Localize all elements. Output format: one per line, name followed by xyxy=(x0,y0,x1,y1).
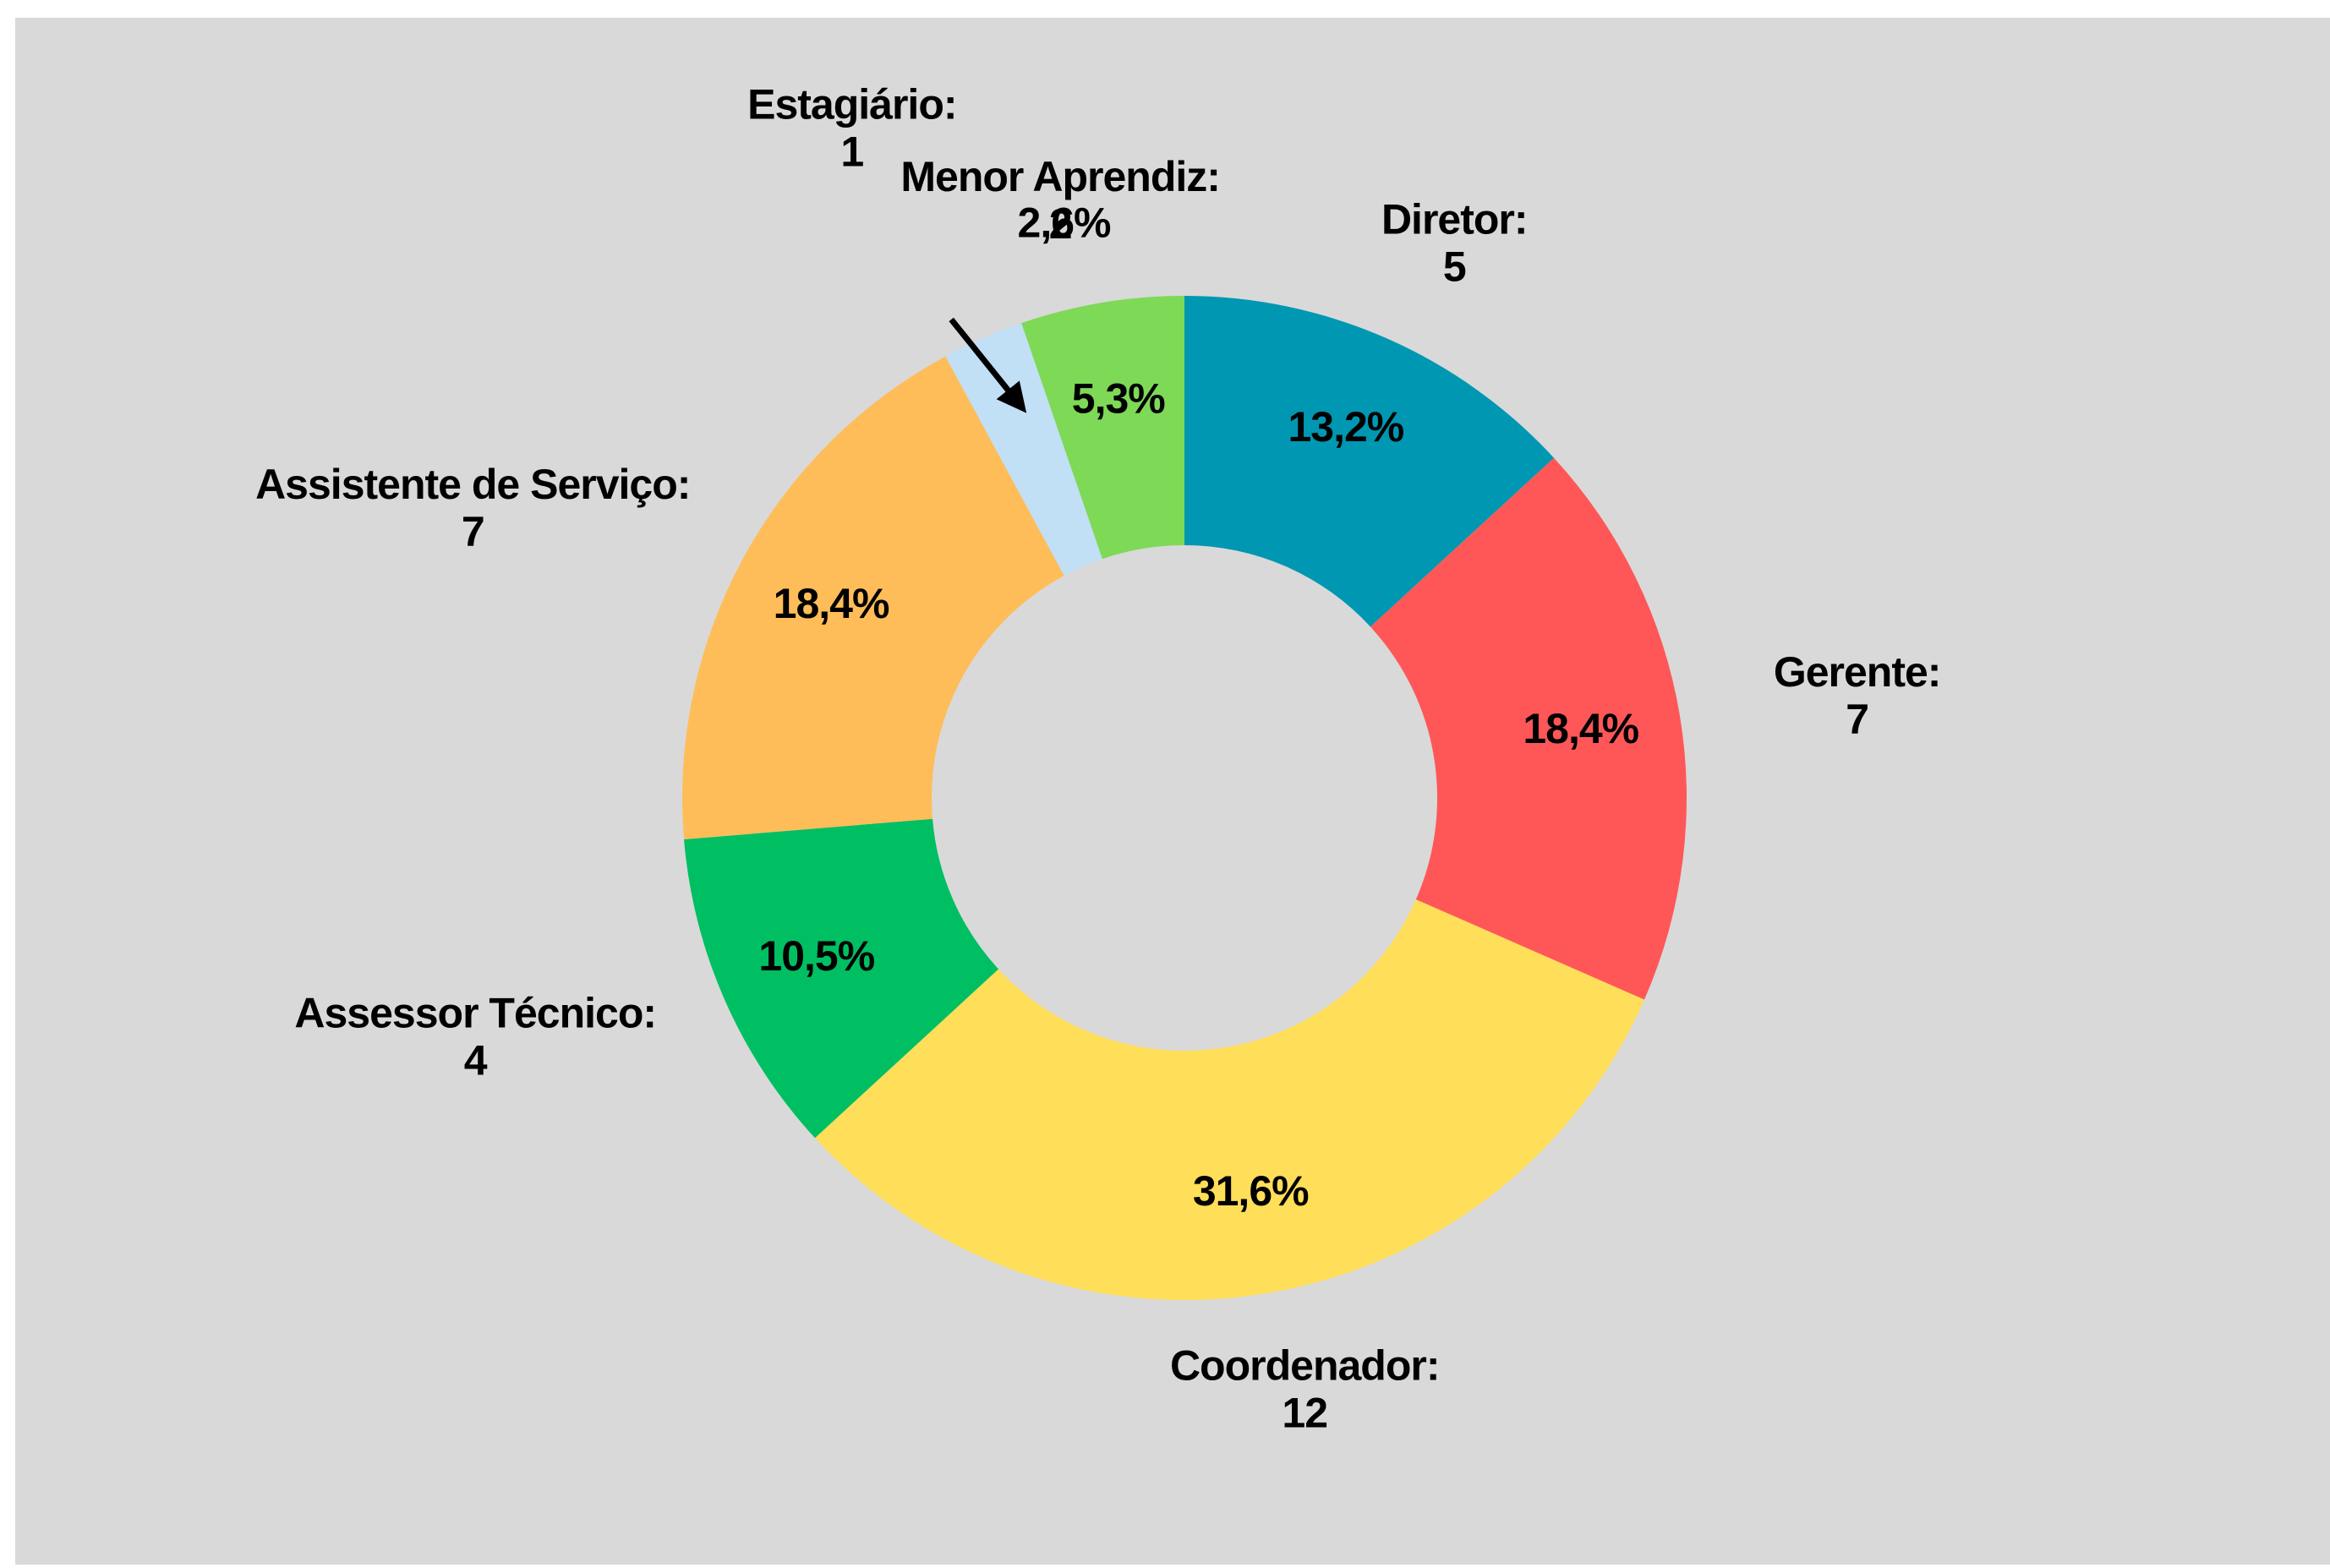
value-label: 12 xyxy=(1282,1389,1327,1436)
value-label: 7 xyxy=(1846,696,1868,743)
percentage-label: 2,6% xyxy=(1018,199,1112,246)
donut-slice xyxy=(1370,457,1687,1000)
value-label: 4 xyxy=(464,1037,488,1084)
donut-slice xyxy=(814,899,1644,1301)
percentage-label: 10,5% xyxy=(758,932,874,980)
donut-slice xyxy=(945,323,1102,576)
category-label: Coordenador: xyxy=(1170,1341,1440,1389)
percentage-label: 31,6% xyxy=(1193,1167,1309,1215)
donut-slice xyxy=(1021,296,1184,560)
value-label: 7 xyxy=(462,508,484,555)
percentage-label: 18,4% xyxy=(1523,705,1638,752)
slice-label: Coordenador:12 xyxy=(1170,1341,1441,1436)
pointer-arrow xyxy=(949,317,1027,413)
percentage-label: 18,4% xyxy=(774,580,889,627)
category-label: Assessor Técnico: xyxy=(294,990,656,1037)
slice-label: Assistente de Serviço:7 xyxy=(255,461,691,555)
slice-label: Menor Aprendiz:2 xyxy=(900,153,1221,248)
category-label: Diretor: xyxy=(1381,195,1528,243)
value-label: 1 xyxy=(840,128,863,175)
background xyxy=(15,18,2330,1565)
category-label: Gerente: xyxy=(1774,648,1941,696)
donut-slice xyxy=(684,818,999,1139)
percentage-label: 13,2% xyxy=(1288,403,1403,451)
category-label: Estagiário: xyxy=(747,80,956,128)
donut-slice xyxy=(1184,296,1555,627)
percentage-label: 5,3% xyxy=(1072,374,1166,422)
category-label: Menor Aprendiz: xyxy=(900,153,1220,200)
value-label: 2 xyxy=(1049,200,1072,248)
slice-label: Estagiário:1 xyxy=(747,80,957,175)
slice-label: Gerente:7 xyxy=(1774,648,1942,743)
slice-label: Diretor:5 xyxy=(1381,195,1529,290)
slice-label: Assessor Técnico:4 xyxy=(294,990,657,1084)
donut-slice xyxy=(682,356,1064,840)
category-label: Assistente de Serviço: xyxy=(255,461,690,508)
value-label: 5 xyxy=(1443,243,1466,290)
